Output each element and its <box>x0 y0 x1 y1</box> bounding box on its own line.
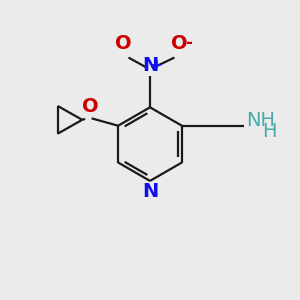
Text: O: O <box>115 34 132 53</box>
Text: -: - <box>185 34 192 52</box>
Text: NH: NH <box>246 111 275 130</box>
Text: N: N <box>142 182 158 200</box>
Text: O: O <box>171 34 188 53</box>
Text: H: H <box>262 122 277 140</box>
Text: N: N <box>142 56 158 75</box>
Text: +: + <box>151 58 162 72</box>
Text: O: O <box>82 97 98 116</box>
